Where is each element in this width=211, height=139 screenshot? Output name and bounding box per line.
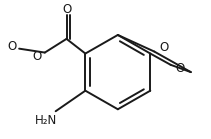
Text: O: O: [176, 62, 185, 75]
Text: O: O: [8, 40, 17, 53]
Text: O: O: [62, 3, 71, 16]
Text: H₂N: H₂N: [35, 114, 57, 126]
Text: O: O: [32, 50, 42, 63]
Text: O: O: [160, 41, 169, 54]
